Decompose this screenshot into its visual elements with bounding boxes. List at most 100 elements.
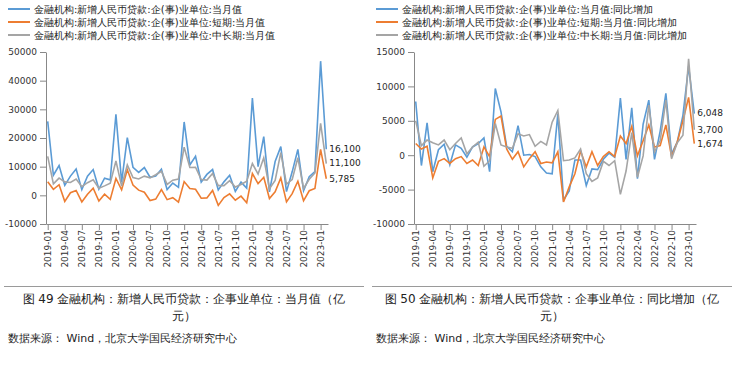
page: -10000010000200003000040000500002019-012… xyxy=(0,0,737,350)
x-tick: 2019-01 xyxy=(43,224,53,268)
x-tick-mark xyxy=(82,224,83,230)
x-tick-label: 2022-10 xyxy=(299,230,309,268)
x-tick-label: 2020-07 xyxy=(513,230,523,268)
x-tick-label: 2020-04 xyxy=(128,230,138,268)
x-tick-label: 2022-04 xyxy=(633,230,643,268)
x-tick: 2021-04 xyxy=(197,224,207,268)
x-tick-mark xyxy=(65,224,66,230)
y-tick-mark xyxy=(408,190,414,191)
y-tick: 10000 xyxy=(8,162,46,172)
x-tick-label: 2021-01 xyxy=(548,230,558,268)
legend-item: 金融机构:新增人民币贷款:企(事)业单位:中长期:当月值:同比增加 xyxy=(376,30,687,41)
chart: -10000010000200003000040000500002019-012… xyxy=(0,0,368,282)
x-tick-mark xyxy=(235,224,236,230)
x-tick-label: 2021-10 xyxy=(599,230,609,268)
x-tick-label: 2020-10 xyxy=(162,230,172,268)
x-tick-label: 2022-04 xyxy=(265,230,275,268)
legend: 金融机构:新增人民币贷款:企(事)业单位:当月值金融机构:新增人民币贷款:企(事… xyxy=(8,4,275,41)
x-tick-label: 2021-04 xyxy=(197,230,207,268)
y-tick-label: 5000 xyxy=(382,116,405,126)
y-tick-mark xyxy=(408,121,414,122)
x-tick: 2021-07 xyxy=(214,224,224,268)
x-tick-label: 2022-10 xyxy=(667,230,677,268)
series-line xyxy=(416,59,695,195)
x-tick: 2020-10 xyxy=(162,224,172,268)
x-tick-mark xyxy=(48,224,49,230)
y-tick-label: 40000 xyxy=(8,76,37,86)
x-tick: 2020-07 xyxy=(513,224,523,268)
y-tick-label: 20000 xyxy=(8,133,37,143)
x-tick-mark xyxy=(501,224,502,230)
x-tick-mark xyxy=(133,224,134,230)
x-tick: 2022-10 xyxy=(299,224,309,268)
x-tick-mark xyxy=(218,224,219,230)
y-tick-mark xyxy=(40,138,46,139)
x-axis: 2019-012019-042019-072019-102020-012020-… xyxy=(411,224,696,268)
x-tick: 2020-04 xyxy=(128,224,138,268)
x-tick-label: 2023-01 xyxy=(684,230,694,268)
x-tick-label: 2021-07 xyxy=(214,230,224,268)
y-tick: 5000 xyxy=(382,116,414,126)
x-tick: 2020-04 xyxy=(496,224,506,268)
y-tick-mark xyxy=(40,195,46,196)
x-tick: 2022-07 xyxy=(650,224,660,268)
legend-label: 金融机构:新增人民币贷款:企(事)业单位:短期:当月值 xyxy=(34,17,265,28)
x-tick-label: 2019-10 xyxy=(94,230,104,268)
source: 数据来源： Wind，北京大学国民经济研究中心 xyxy=(368,327,736,350)
y-tick: 50000 xyxy=(8,47,46,57)
x-tick-mark xyxy=(654,224,655,230)
x-tick: 2020-10 xyxy=(530,224,540,268)
y-tick: 10000 xyxy=(376,82,414,92)
x-tick-mark xyxy=(433,224,434,230)
source: 数据来源： Wind，北京大学国民经济研究中心 xyxy=(0,327,368,350)
data-label: 6,048 xyxy=(697,108,723,118)
data-label: 11,100 xyxy=(329,158,361,168)
x-tick: 2021-04 xyxy=(565,224,575,268)
x-tick-mark xyxy=(586,224,587,230)
legend-item: 金融机构:新增人民币贷款:企(事)业单位:当月值:同比增加 xyxy=(376,4,653,15)
x-tick: 2022-10 xyxy=(667,224,677,268)
y-tick-mark xyxy=(40,224,46,225)
series-line xyxy=(48,123,327,188)
chart-panel: -10000010000200003000040000500002019-012… xyxy=(0,0,368,350)
x-tick-mark xyxy=(416,224,417,230)
y-tick-mark xyxy=(408,52,414,53)
y-axis: -10000-5000050001000015000 xyxy=(373,47,414,229)
legend-item: 金融机构:新增人民币贷款:企(事)业单位:短期:当月值 xyxy=(8,17,265,28)
y-tick: 0 xyxy=(31,191,46,201)
legend-label: 金融机构:新增人民币贷款:企(事)业单位:当月值:同比增加 xyxy=(402,4,653,15)
x-tick-label: 2019-10 xyxy=(462,230,472,268)
legend-swatch xyxy=(8,8,30,10)
y-tick-label: 0 xyxy=(399,151,405,161)
x-tick-mark xyxy=(603,224,604,230)
x-tick: 2021-01 xyxy=(180,224,190,268)
y-tick: -10000 xyxy=(5,219,46,229)
x-tick: 2022-01 xyxy=(616,224,626,268)
legend-swatch xyxy=(8,21,30,23)
x-tick: 2021-10 xyxy=(599,224,609,268)
legend-swatch xyxy=(376,21,398,23)
x-tick-label: 2022-01 xyxy=(248,230,258,268)
x-tick: 2022-04 xyxy=(265,224,275,268)
x-tick-label: 2022-01 xyxy=(616,230,626,268)
x-tick-label: 2019-01 xyxy=(411,230,421,268)
x-tick: 2020-01 xyxy=(111,224,121,268)
x-tick-mark xyxy=(672,224,673,230)
x-tick: 2022-04 xyxy=(633,224,643,268)
x-tick: 2019-01 xyxy=(411,224,421,268)
x-tick: 2020-07 xyxy=(145,224,155,268)
y-tick: 20000 xyxy=(8,133,46,143)
x-axis: 2019-012019-042019-072019-102020-012020-… xyxy=(43,224,328,268)
series-line xyxy=(416,97,695,202)
x-tick-mark xyxy=(620,224,621,230)
chart: -10000-50000500010000150002019-012019-04… xyxy=(368,0,736,282)
data-label: 16,100 xyxy=(329,144,361,154)
x-tick-mark xyxy=(552,224,553,230)
chart-panel: -10000-50000500010000150002019-012019-04… xyxy=(368,0,736,350)
y-tick-label: 0 xyxy=(31,191,37,201)
y-tick-mark xyxy=(408,86,414,87)
caption: 图 50 金融机构：新增人民币贷款：企事业单位：同比增加（亿元） xyxy=(372,286,732,327)
y-tick-mark xyxy=(40,81,46,82)
data-label: 5,785 xyxy=(329,174,355,184)
x-axis-line xyxy=(415,224,697,225)
